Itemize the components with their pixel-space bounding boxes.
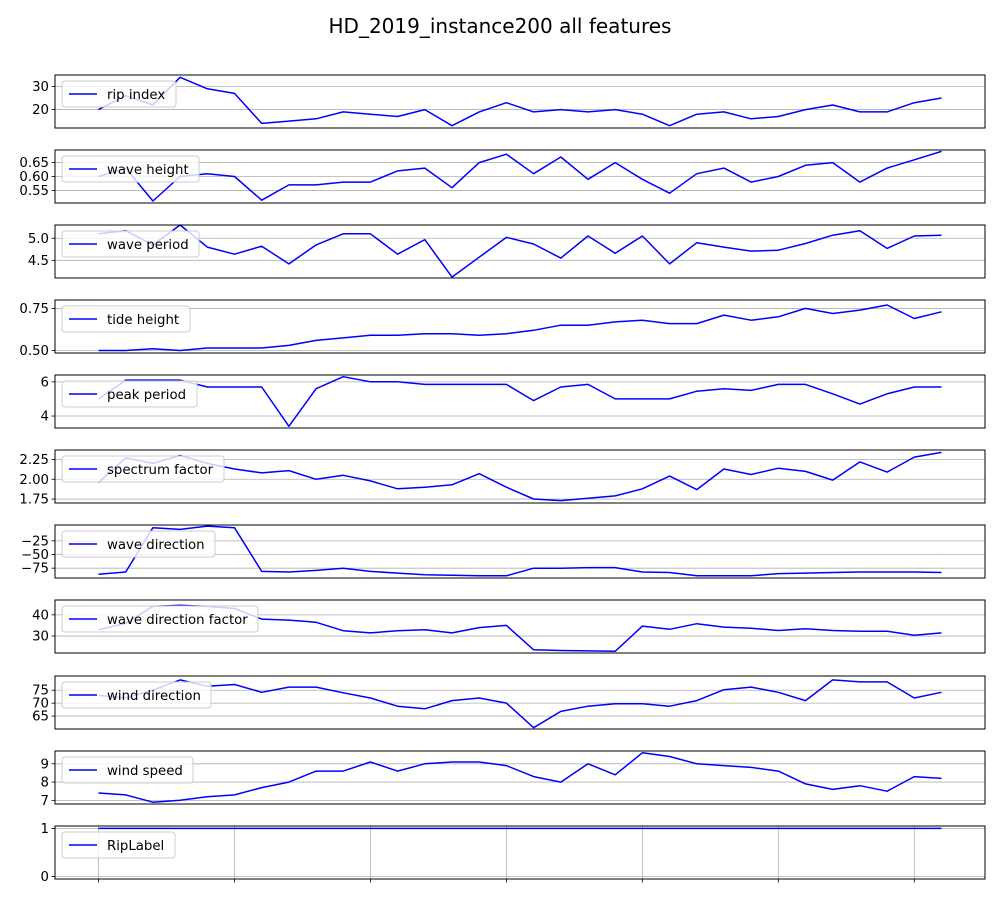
y-tick-label: 65: [32, 710, 49, 725]
legend-label: wave height: [107, 163, 189, 178]
axes-frame: [54, 750, 986, 805]
legend-box: [61, 230, 200, 258]
y-tick-label: 8: [41, 776, 49, 791]
legend-label: spectrum factor: [107, 463, 214, 478]
y-tick-label: −75: [21, 562, 49, 577]
y-tick-label: 70: [32, 697, 49, 712]
legend: wave direction factor: [61, 605, 259, 633]
legend-label: tide height: [107, 313, 179, 328]
y-tick-label: −50: [21, 548, 49, 563]
subplot-spectrum-factor: 1.75 2.00 2.25 spectrum factor: [19, 449, 986, 508]
legend-box: [61, 455, 225, 483]
legend-label: wave period: [107, 238, 189, 253]
legend-label: wind speed: [107, 764, 183, 779]
subplot-wave-height: 0.550.600.65 wave height: [19, 149, 986, 204]
legend: wave direction: [61, 530, 216, 558]
legend: wave period: [61, 230, 200, 258]
series-line-wind-speed: [98, 752, 942, 803]
legend: rip index: [61, 80, 177, 108]
y-tick-label: 40: [32, 608, 49, 623]
y-tick-label: 0.75: [19, 302, 49, 317]
y-tick-label: 7: [41, 794, 49, 809]
y-tick-label: 2.00: [19, 473, 49, 488]
legend-label: rip index: [107, 88, 165, 103]
legend: wind direction: [61, 681, 212, 709]
y-tick-label: 9: [41, 757, 49, 772]
subplot-wave-period: 4.5 5.0 wave period: [28, 224, 986, 279]
axes-frame: [54, 524, 986, 579]
subplot-tide-height: 0.50 0.75 tide height: [19, 299, 986, 359]
legend-box: [61, 605, 259, 633]
legend: wave height: [61, 155, 200, 183]
legend: spectrum factor: [61, 455, 225, 483]
subplot-riplabel: 0 1 RipLabel: [41, 822, 986, 885]
axes-frame: [54, 224, 986, 279]
y-tick-label: 2.25: [19, 453, 49, 468]
y-tick-label: 0.50: [19, 344, 49, 359]
series-line-rip-index: [98, 76, 942, 127]
axes-frame: [54, 149, 986, 204]
legend-box: [61, 155, 200, 183]
axes-frame: [54, 299, 986, 354]
y-tick-label: 0.65: [19, 156, 49, 171]
legend-label: wave direction factor: [107, 613, 248, 628]
y-tick-label: 30: [32, 630, 49, 645]
subplot-rip-index: 20 30 rip index: [32, 74, 986, 129]
axes-frame: [54, 675, 986, 730]
y-tick-label: 75: [32, 684, 49, 699]
legend-label: RipLabel: [107, 839, 164, 854]
y-tick-label: 20: [32, 103, 49, 118]
axes-frame: [54, 449, 986, 504]
figure-title: HD_2019_instance200 all features: [329, 14, 672, 38]
legend-label: wave direction: [107, 538, 205, 553]
legend-label: wind direction: [107, 689, 201, 704]
legend-box: [61, 530, 216, 558]
series-line-spectrum-factor: [97, 451, 942, 502]
legend: peak period: [61, 380, 198, 408]
axes-frame: [54, 599, 986, 654]
series-line-wind-direction: [98, 679, 942, 729]
legend-box: [61, 831, 176, 859]
y-tick-label: 0: [41, 870, 49, 885]
series-line-wave-direction: [98, 525, 942, 577]
subplot-wind-speed: 7 8 9 wind speed: [41, 750, 986, 809]
legend-box: [61, 305, 191, 333]
legend-box: [61, 80, 177, 108]
subplot-wave-direction: −75−50−25 wave direction: [21, 524, 986, 579]
y-tick-label: −25: [21, 534, 49, 549]
subplots: 20 30 rip index 0.550.600.65 wave height 4.5 5…: [19, 74, 986, 885]
axes-frame: [54, 374, 986, 429]
y-tick-label: 0.55: [19, 184, 49, 199]
series-line-wave-height: [98, 150, 942, 202]
y-tick-label: 1: [41, 822, 49, 837]
axes-frame: [54, 74, 986, 129]
legend-box: [61, 756, 194, 784]
legend-box: [61, 380, 198, 408]
series-line-tide-height: [98, 304, 942, 352]
subplot-wave-direction-factor: 30 40 wave direction factor: [32, 599, 986, 654]
legend-box: [61, 681, 212, 709]
y-tick-label: 4: [41, 410, 49, 425]
y-tick-label: 6: [41, 375, 49, 390]
series-line-peak-period: [98, 375, 942, 428]
legend-label: peak period: [107, 388, 186, 403]
y-tick-label: 4.5: [28, 254, 49, 269]
legend: wind speed: [61, 756, 194, 784]
legend: tide height: [61, 305, 191, 333]
subplot-peak-period: 4 6 peak period: [41, 374, 986, 429]
axes-frame: [54, 825, 986, 880]
y-tick-label: 1.75: [19, 493, 49, 508]
y-tick-label: 0.60: [19, 170, 49, 185]
y-tick-label: 30: [32, 80, 49, 95]
y-tick-label: 5.0: [28, 232, 49, 247]
legend: RipLabel: [61, 831, 176, 859]
series-line-wave-period: [98, 224, 942, 278]
